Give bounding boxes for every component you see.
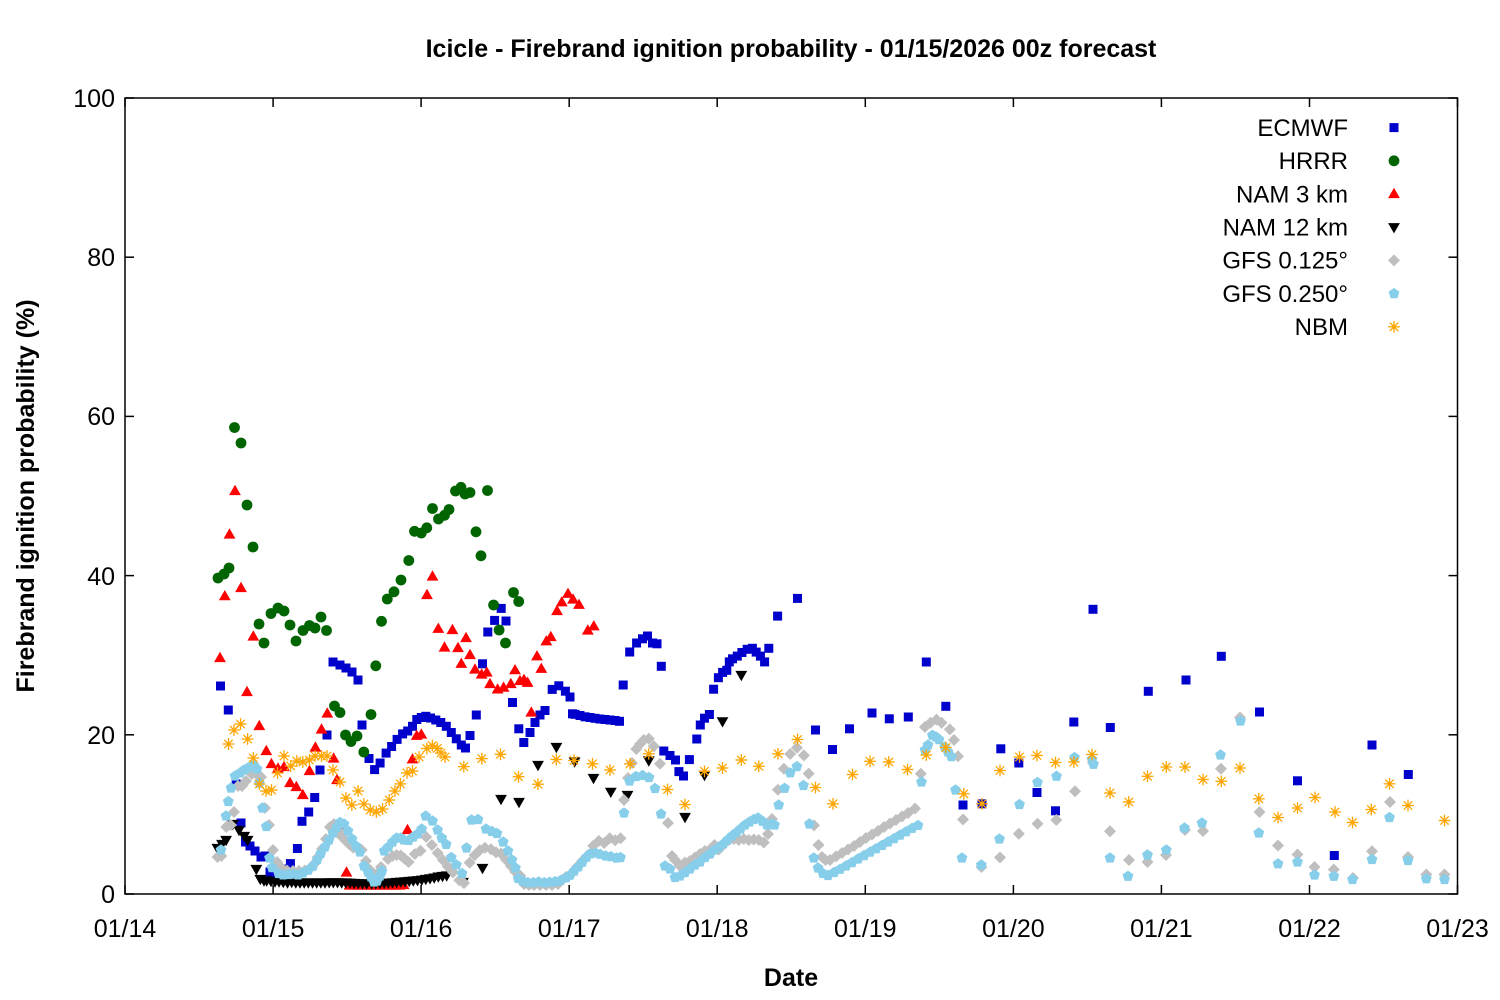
svg-text:Icicle - Firebrand ignition pr: Icicle - Firebrand ignition probability … (426, 35, 1157, 63)
svg-text:01/14: 01/14 (94, 915, 157, 943)
svg-text:NAM 12 km: NAM 12 km (1223, 215, 1348, 242)
svg-text:01/23: 01/23 (1426, 915, 1489, 943)
svg-text:01/21: 01/21 (1130, 915, 1193, 943)
svg-text:NBM: NBM (1295, 314, 1348, 341)
svg-text:01/15: 01/15 (242, 915, 305, 943)
svg-text:Date: Date (764, 964, 818, 992)
svg-text:80: 80 (87, 244, 115, 272)
svg-text:01/18: 01/18 (686, 915, 749, 943)
svg-text:01/17: 01/17 (538, 915, 601, 943)
svg-text:01/20: 01/20 (982, 915, 1045, 943)
svg-text:100: 100 (73, 85, 115, 113)
svg-text:GFS 0.250°: GFS 0.250° (1222, 281, 1348, 308)
svg-text:Firebrand ignition probability: Firebrand ignition probability (%) (12, 299, 40, 692)
svg-text:60: 60 (87, 403, 115, 431)
svg-text:01/19: 01/19 (834, 915, 897, 943)
svg-text:01/22: 01/22 (1278, 915, 1341, 943)
svg-text:20: 20 (87, 722, 115, 750)
svg-text:HRRR: HRRR (1279, 148, 1348, 175)
svg-text:40: 40 (87, 563, 115, 591)
svg-text:GFS 0.125°: GFS 0.125° (1222, 248, 1348, 275)
svg-text:ECMWF: ECMWF (1257, 115, 1348, 142)
svg-text:01/16: 01/16 (390, 915, 453, 943)
svg-text:0: 0 (101, 881, 115, 909)
svg-text:NAM 3 km: NAM 3 km (1236, 181, 1348, 208)
